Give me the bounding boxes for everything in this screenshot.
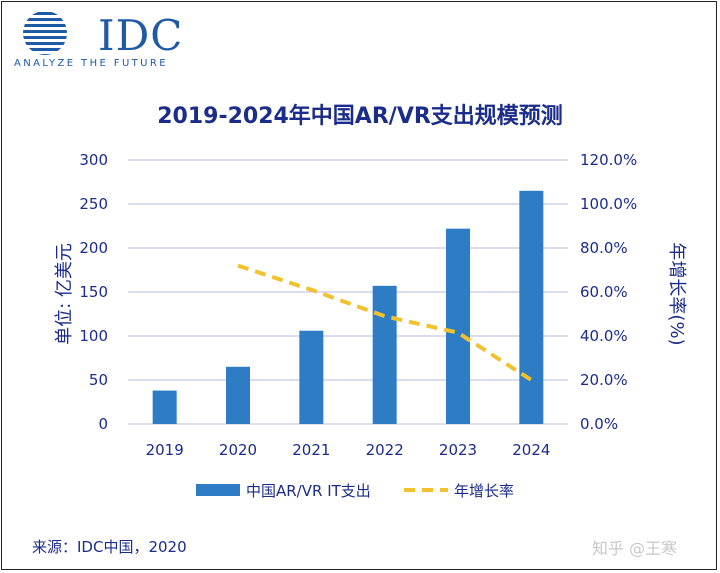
bar — [226, 366, 250, 424]
y2-tick-label: 20.0% — [580, 371, 628, 389]
idc-logo: IDC ANALYZE THE FUTURE — [14, 10, 194, 69]
logo-tagline: ANALYZE THE FUTURE — [14, 58, 168, 69]
y2-tick-label: 60.0% — [580, 283, 628, 301]
y-tick-label: 200 — [79, 239, 108, 257]
y-tick-label: 100 — [79, 327, 108, 345]
y2-tick-label: 0.0% — [580, 415, 618, 433]
y-tick-label: 250 — [79, 195, 108, 213]
chart-title: 2019-2024年中国AR/VR支出规模预测 — [157, 104, 563, 129]
x-tick-label: 2019 — [146, 441, 184, 459]
x-tick-label: 2023 — [439, 441, 477, 459]
y2-tick-label: 100.0% — [580, 195, 637, 213]
y-axis-label: 单位: 亿美元 — [54, 243, 75, 345]
legend-swatch-bars — [196, 484, 240, 496]
legend-label-bars: 中国AR/VR IT支出 — [246, 482, 371, 500]
y-tick-label: 50 — [89, 371, 108, 389]
watermark: 知乎 @王寒 — [592, 539, 678, 558]
bar — [152, 390, 177, 424]
y2-tick-label: 120.0% — [580, 151, 637, 169]
y2-axis-label: 年增长率(%) — [666, 242, 687, 345]
y2-tick-label: 40.0% — [580, 327, 628, 345]
x-tick-label: 2021 — [292, 441, 330, 459]
y2-tick-label: 80.0% — [580, 239, 628, 257]
logo-wordmark: IDC — [98, 11, 184, 60]
globe-icon — [23, 12, 67, 55]
bar — [446, 228, 470, 424]
legend-label-line: 年增长率 — [454, 482, 514, 500]
y-tick-label: 150 — [79, 283, 108, 301]
x-tick-label: 2022 — [366, 441, 404, 459]
y-tick-label: 0 — [98, 415, 108, 433]
growth-line — [237, 263, 533, 382]
x-tick-label: 2020 — [219, 441, 257, 459]
bar — [299, 330, 324, 424]
bar — [372, 285, 397, 424]
source-note: 来源：IDC中国，2020 — [32, 538, 187, 556]
bar — [519, 190, 544, 424]
y-tick-label: 300 — [79, 151, 108, 169]
x-tick-label: 2024 — [512, 441, 550, 459]
